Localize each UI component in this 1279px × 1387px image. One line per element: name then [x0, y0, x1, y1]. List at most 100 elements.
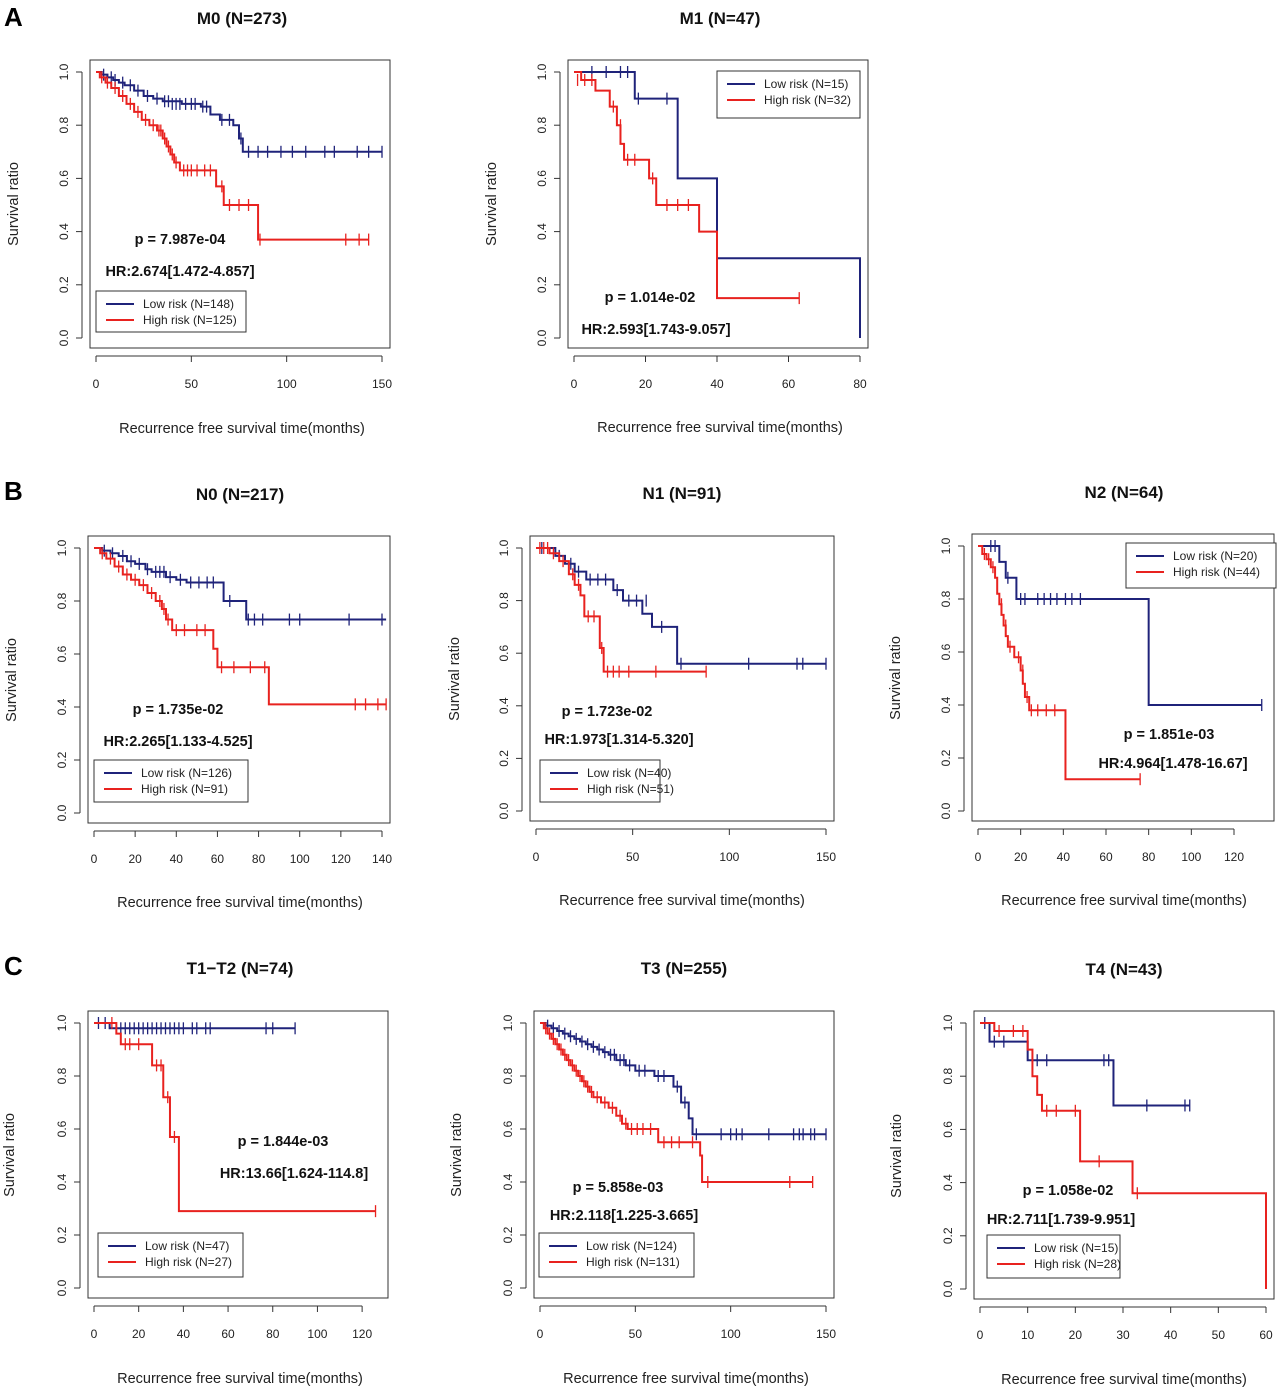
x-tick-label: 150	[816, 850, 836, 864]
y-tick-label: 1.0	[55, 539, 69, 556]
x-tick-label: 150	[816, 1327, 836, 1341]
km-curve-low	[96, 71, 382, 153]
legend-box	[93, 759, 249, 803]
x-tick-label: 20	[1069, 1328, 1083, 1342]
y-tick-label: 0.0	[501, 1279, 515, 1296]
km-curve-high	[94, 547, 387, 706]
legend-label-high: High risk (N=91)	[141, 782, 228, 796]
x-axis-label: Recurrence free survival time(months)	[563, 1371, 809, 1387]
km-curve-low	[574, 71, 861, 338]
y-axis-label: Survival ratio	[889, 1114, 905, 1198]
p-value: p = 7.987e-04	[135, 232, 226, 248]
km-curve-high	[96, 71, 369, 241]
y-tick-label: 0.4	[55, 1173, 69, 1190]
y-axis-label: Survival ratio	[888, 636, 904, 720]
x-tick-label: 140	[372, 852, 392, 866]
x-tick-label: 60	[1259, 1328, 1273, 1342]
km-curve-high	[980, 1022, 1267, 1289]
y-tick-label: 0.8	[501, 1067, 515, 1084]
x-tick-label: 50	[629, 1327, 643, 1341]
hazard-ratio: HR:2.674[1.472-4.857]	[105, 264, 254, 280]
y-tick-label: 0.8	[535, 117, 549, 134]
km-curve-low	[94, 547, 387, 621]
x-tick-label: 30	[1116, 1328, 1130, 1342]
y-tick-label: 0.4	[941, 1174, 955, 1191]
y-tick-label: 0.0	[57, 329, 71, 346]
y-tick-label: 0.6	[941, 1121, 955, 1138]
km-plot-7: T3 (N=255) 0 50 100 150 0.0 0.2 0.4 0.6 0.8 1.0 Rec…	[449, 959, 836, 1387]
y-axis-label: Survival ratio	[4, 638, 20, 722]
legend-box	[1125, 542, 1277, 589]
legend-label-high: High risk (N=51)	[587, 782, 674, 796]
plot-frame	[567, 59, 869, 349]
km-curve-low	[536, 547, 826, 665]
x-tick-label: 80	[252, 852, 266, 866]
y-tick-label: 1.0	[55, 1014, 69, 1031]
y-tick-label: 0.8	[55, 1067, 69, 1084]
y-tick-label: 0.8	[55, 592, 69, 609]
km-curve-low	[540, 1022, 826, 1136]
x-tick-label: 60	[211, 852, 225, 866]
p-value: p = 1.014e-02	[605, 290, 696, 306]
x-tick-label: 0	[91, 852, 98, 866]
hazard-ratio: HR:1.973[1.314-5.320]	[544, 732, 693, 748]
x-tick-label: 40	[170, 852, 184, 866]
y-tick-label: 0.4	[497, 697, 511, 714]
p-value: p = 1.735e-02	[133, 702, 224, 718]
y-tick-label: 0.6	[497, 645, 511, 662]
x-tick-label: 20	[1014, 850, 1028, 864]
x-axis-label: Recurrence free survival time(months)	[119, 421, 365, 437]
km-plot-1: M0 (N=273) 0 50 100 150 0.0 0.2 0.4 0.6 0.8 1.0 Rec…	[6, 9, 392, 437]
x-tick-label: 40	[177, 1327, 191, 1341]
x-tick-label: 40	[1057, 850, 1071, 864]
legend-box	[716, 70, 861, 119]
x-axis-label: Recurrence free survival time(months)	[1001, 893, 1247, 909]
plot-frame	[973, 1010, 1275, 1300]
y-tick-label: 1.0	[941, 1014, 955, 1031]
legend-box	[95, 290, 247, 333]
y-tick-label: 1.0	[501, 1014, 515, 1031]
p-value: p = 1.844e-03	[238, 1134, 329, 1150]
p-value: p = 5.858e-03	[573, 1180, 664, 1196]
panel-letter-a: A	[4, 2, 23, 32]
km-plot-4: N1 (N=91) 0 50 100 150 0.0 0.2 0.4 0.6 0.8 1.0 Recu…	[447, 484, 836, 909]
x-tick-label: 0	[91, 1327, 98, 1341]
x-tick-label: 0	[537, 1327, 544, 1341]
x-tick-label: 50	[1212, 1328, 1226, 1342]
x-tick-label: 0	[533, 850, 540, 864]
x-tick-label: 80	[266, 1327, 280, 1341]
x-axis-label: Recurrence free survival time(months)	[559, 893, 805, 909]
plot-frame	[971, 533, 1275, 822]
panel-letter-b: B	[4, 476, 23, 506]
y-axis-label: Survival ratio	[2, 1113, 18, 1197]
y-tick-label: 0.4	[55, 698, 69, 715]
legend-label-low: Low risk (N=124)	[586, 1239, 677, 1253]
x-tick-label: 0	[93, 377, 100, 391]
plot-title: M1 (N=47)	[680, 9, 761, 28]
x-tick-label: 0	[571, 377, 578, 391]
y-tick-label: 1.0	[939, 537, 953, 554]
y-tick-label: 0.6	[535, 170, 549, 187]
y-tick-label: 0.0	[55, 1279, 69, 1296]
y-tick-label: 0.8	[941, 1068, 955, 1085]
plot-frame	[89, 59, 391, 349]
plot-title: N2 (N=64)	[1085, 483, 1164, 502]
y-tick-label: 0.2	[535, 276, 549, 293]
hazard-ratio: HR:2.711[1.739-9.951]	[987, 1212, 1135, 1228]
x-axis-label: Recurrence free survival time(months)	[117, 895, 363, 911]
y-tick-label: 0.0	[55, 804, 69, 821]
legend-label-high: High risk (N=28)	[1034, 1257, 1121, 1271]
plot-frame	[87, 1010, 389, 1299]
y-tick-label: 0.4	[939, 696, 953, 713]
x-tick-label: 10	[1021, 1328, 1035, 1342]
legend-label-high: High risk (N=131)	[586, 1255, 680, 1269]
plots-layer: M0 (N=273)0 50 100 1500.00.20.40.60.81.0Rec…	[2, 9, 1277, 1387]
x-tick-label: 60	[221, 1327, 235, 1341]
km-curve-low	[94, 1022, 296, 1030]
km-curve-high	[540, 1022, 813, 1183]
x-tick-label: 50	[185, 377, 199, 391]
y-tick-label: 0.4	[57, 223, 71, 240]
y-tick-label: 0.2	[941, 1227, 955, 1244]
x-axis-label: Recurrence free survival time(months)	[117, 1371, 363, 1387]
